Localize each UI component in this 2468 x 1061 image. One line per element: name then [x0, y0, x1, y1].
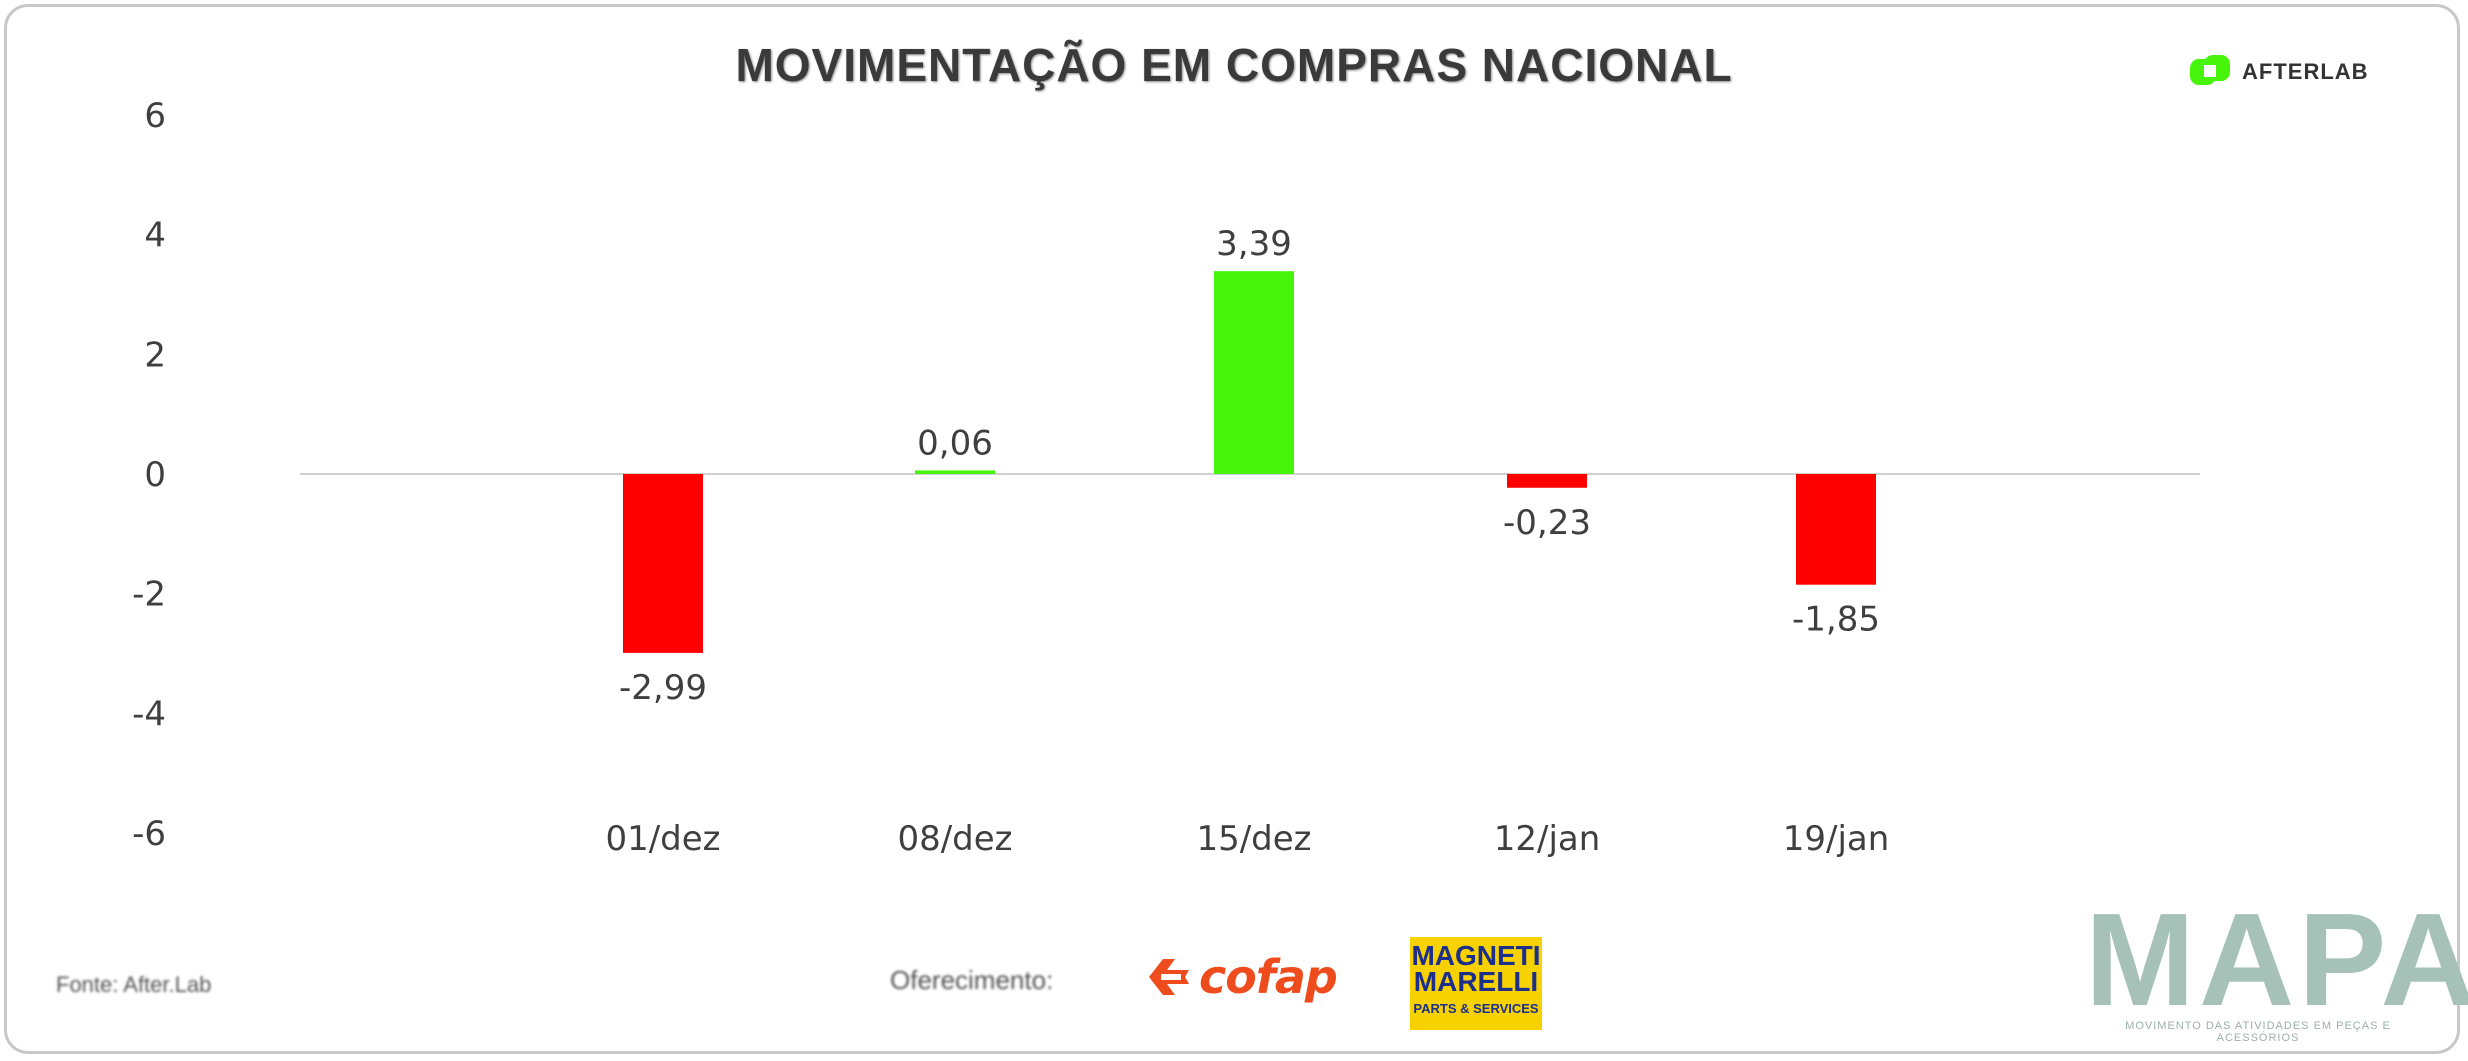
- y-tick-label: 4: [144, 216, 166, 256]
- brand-logo: AFTERLAB: [2188, 52, 2369, 92]
- y-tick-label: -2: [132, 575, 166, 615]
- data-label: -1,85: [1792, 600, 1880, 640]
- bar-19/jan: [1796, 474, 1876, 585]
- magneti-tagline: PARTS & SERVICES: [1413, 1001, 1539, 1016]
- brand-name: AFTERLAB: [2242, 59, 2369, 84]
- chart-title: MOVIMENTAÇÃO EM COMPRAS NACIONAL: [735, 39, 1733, 91]
- x-tick-label: 19/jan: [1783, 819, 1890, 859]
- afterlab-logo-icon: [2188, 53, 2232, 91]
- bar-series: -2,99 0,06 3,39 -0,23 -1,85: [619, 224, 1880, 708]
- bar-08/dez: [915, 470, 995, 474]
- mapa-wordmark: MAPA: [2085, 886, 2468, 1033]
- mapa-logo: MAPA MOVIMENTO DAS ATIVIDADES EM PEÇAS E…: [2085, 886, 2468, 1045]
- chart-frame: [4, 4, 2460, 1054]
- bar-15/dez: [1214, 271, 1294, 474]
- x-axis: 01/dez 08/dez 15/dez 12/jan 19/jan: [605, 819, 1889, 859]
- x-tick-label: 15/dez: [1196, 819, 1311, 859]
- y-tick-label: -6: [132, 814, 166, 854]
- mapa-tagline: MOVIMENTO DAS ATIVIDADES EM PEÇAS E ACES…: [2125, 1020, 2391, 1044]
- data-label: 3,39: [1216, 224, 1292, 264]
- data-label: -0,23: [1503, 503, 1591, 543]
- magneti-marelli-logo: MAGNETI MARELLI PARTS & SERVICES: [1410, 937, 1542, 1030]
- data-label: 0,06: [917, 423, 993, 463]
- y-tick-label: 0: [144, 455, 166, 495]
- data-label: -2,99: [619, 668, 707, 708]
- y-tick-label: -4: [132, 694, 166, 734]
- x-tick-label: 01/dez: [605, 819, 720, 859]
- y-tick-label: 2: [144, 335, 166, 375]
- y-axis: 6 4 2 0 -2 -4 -6: [132, 96, 166, 854]
- source-note: Fonte: After.Lab: [56, 972, 212, 997]
- x-tick-label: 12/jan: [1494, 819, 1601, 859]
- sponsor-caption: Oferecimento:: [890, 965, 1054, 995]
- cofap-x-icon: [1149, 959, 1189, 995]
- marelli-line: MARELLI: [1413, 966, 1539, 997]
- cofap-logo: cofap: [1145, 950, 1338, 1004]
- magneti-line: MAGNETI: [1411, 940, 1541, 971]
- x-tick-label: 08/dez: [897, 819, 1012, 859]
- y-tick-label: 6: [144, 96, 166, 136]
- bar-01/dez: [623, 474, 703, 653]
- bar-12/jan: [1507, 474, 1587, 488]
- cofap-wordmark: cofap: [1199, 950, 1338, 1004]
